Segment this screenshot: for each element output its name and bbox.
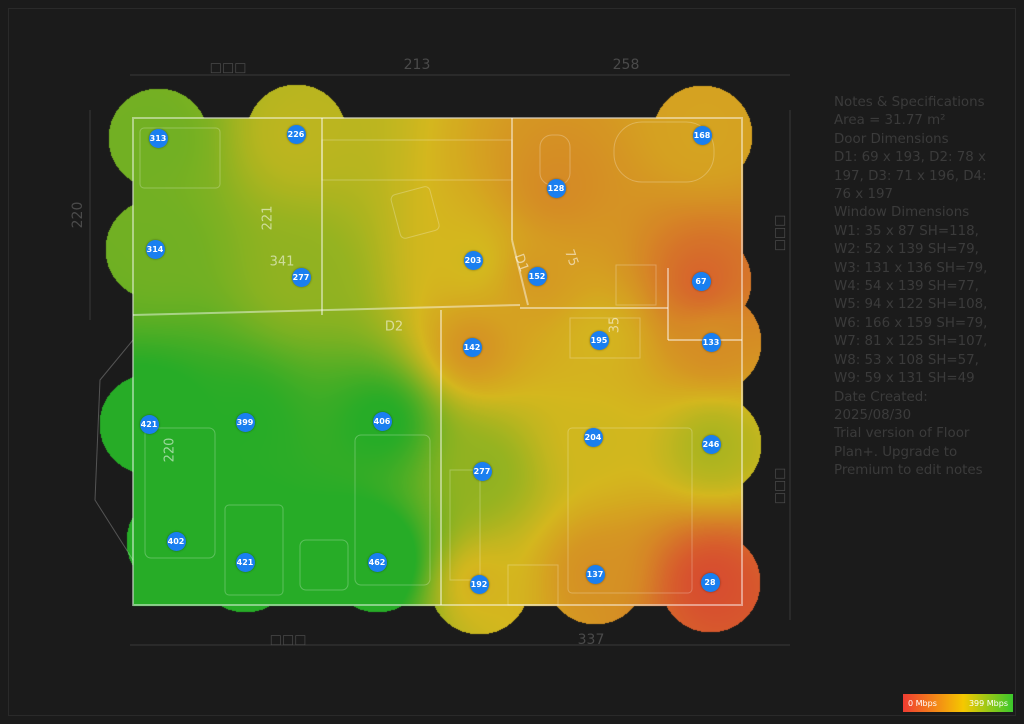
measurement-point[interactable]: 142 (462, 337, 482, 357)
measurement-point[interactable]: 462 (367, 552, 387, 572)
note-line: Trial version of Floor Plan+. Upgrade to… (834, 426, 983, 479)
door-label: D2 (384, 319, 404, 335)
dimension-label: 35 (607, 316, 623, 334)
measurement-point[interactable]: 128 (546, 178, 566, 198)
note-line: W6: 166 x 159 SH=79, (834, 315, 988, 331)
wall (511, 239, 529, 306)
measurement-point[interactable]: 277 (291, 267, 311, 287)
measurement-point[interactable]: 421 (235, 552, 255, 572)
measurement-point[interactable]: 246 (701, 434, 721, 454)
shelf (507, 564, 559, 606)
note-line: W5: 94 x 122 SH=108, (834, 297, 988, 313)
note-line: W1: 35 x 87 SH=118, (834, 223, 979, 239)
measurement-point[interactable]: 168 (692, 125, 712, 145)
measurement-point[interactable]: 406 (372, 411, 392, 431)
dimension-label: 220 (162, 437, 178, 463)
measurement-point[interactable]: 204 (583, 427, 603, 447)
outer-wall (132, 117, 743, 606)
dimension-label: 213 (403, 57, 431, 73)
note-line: Door Dimensions (834, 131, 949, 147)
measurement-point[interactable]: 313 (148, 128, 168, 148)
measurement-point[interactable]: 277 (472, 461, 492, 481)
note-line: W4: 54 x 139 SH=77, (834, 279, 979, 295)
measurement-point[interactable]: 402 (166, 531, 186, 551)
dimension-label: 220 (70, 201, 86, 229)
measurement-point[interactable]: 192 (469, 574, 489, 594)
notes-panel: Notes & Specifications Area = 31.77 m² Doo… (834, 94, 994, 481)
measurement-point[interactable]: 203 (463, 250, 483, 270)
measurement-point[interactable]: 399 (235, 412, 255, 432)
note-line: Window Dimensions (834, 205, 970, 221)
measurement-point[interactable]: 226 (286, 124, 306, 144)
toilet (539, 134, 571, 186)
note-line: Area = 31.77 m² (834, 113, 946, 129)
wall (132, 304, 521, 316)
chair (390, 186, 440, 239)
legend-max-label: 399 Mbps (968, 698, 1008, 708)
measurement-point[interactable]: 67 (691, 271, 711, 291)
dimension-label: □□□ (772, 467, 788, 505)
note-line: Notes & Specifications (834, 95, 985, 110)
bed-left (144, 427, 216, 559)
measurement-point[interactable]: 195 (589, 330, 609, 350)
dimension-label: 341 (269, 254, 295, 270)
measurement-point[interactable]: 421 (139, 414, 159, 434)
bathtub (613, 121, 715, 183)
dimension-label: □□□ (269, 632, 307, 648)
dimension-label: 337 (577, 632, 605, 648)
bed-main (567, 427, 693, 594)
table (224, 504, 284, 596)
note-line: W9: 59 x 131 SH=49 (834, 371, 975, 387)
cabinet (449, 469, 481, 581)
measurement-point[interactable]: 133 (701, 332, 721, 352)
note-line: 2025/08/30 (834, 407, 912, 423)
note-line: W7: 81 x 125 SH=107, (834, 334, 988, 350)
dimension-label: 221 (260, 205, 276, 231)
sink (615, 264, 657, 306)
note-line: W3: 131 x 136 SH=79, (834, 260, 988, 276)
speed-legend: 0 Mbps 399 Mbps (903, 694, 1013, 712)
chair-2 (299, 539, 349, 591)
measurement-point[interactable]: 28 (700, 572, 720, 592)
note-line: D1: 69 x 193, D2: 78 x 197, D3: 71 x 196… (834, 150, 987, 203)
note-line: W2: 52 x 139 SH=79, (834, 242, 979, 258)
note-line: Date Created: (834, 389, 928, 405)
dimension-label: □□□ (209, 60, 247, 76)
legend-min-label: 0 Mbps (908, 698, 937, 708)
dimension-label: 258 (612, 57, 640, 73)
dimension-label: □□□ (772, 214, 788, 252)
sofa (354, 434, 431, 586)
bed-furniture (139, 127, 221, 189)
bay-window (94, 339, 134, 561)
note-line: W8: 53 x 108 SH=57, (834, 352, 979, 368)
counter (321, 139, 513, 181)
measurement-point[interactable]: 137 (585, 564, 605, 584)
measurement-point[interactable]: 314 (145, 239, 165, 259)
desk (569, 317, 641, 359)
measurement-point[interactable]: 152 (527, 266, 547, 286)
